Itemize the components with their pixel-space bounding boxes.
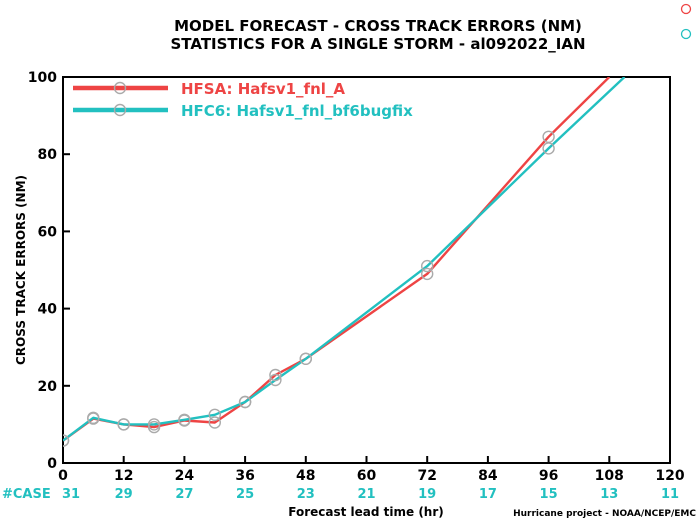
chart-subtitle: STATISTICS FOR A SINGLE STORM - al092022…	[171, 35, 586, 53]
y-tick-label: 60	[38, 224, 58, 240]
series-1-point	[208, 408, 222, 421]
top-marker-icon-hfsa	[680, 3, 692, 15]
series-0-point	[208, 416, 222, 429]
legend-label: HFC6: Hafsv1_fnl_bf6bugfix	[181, 102, 413, 120]
chart-title: MODEL FORECAST - CROSS TRACK ERRORS (NM)	[174, 17, 582, 35]
series-1-point	[63, 434, 70, 447]
legend-marker-icon	[113, 103, 127, 117]
series-0-point	[421, 267, 434, 281]
series-1-point	[542, 142, 555, 155]
y-tick-label: 0	[47, 456, 57, 472]
y-tick-label: 20	[38, 379, 58, 395]
x-tick-label: 12	[114, 468, 133, 484]
case-count: 23	[297, 487, 315, 502]
x-tick-label: 72	[417, 468, 436, 484]
x-tick-label: 36	[235, 468, 254, 484]
series-layer	[63, 77, 626, 447]
plot-frame	[62, 76, 671, 464]
y-tick-label: 100	[28, 70, 57, 86]
series-1-point	[421, 259, 434, 273]
y-tick-label: 40	[38, 302, 58, 318]
series-line-0	[63, 77, 611, 442]
legend-label: HFSA: Hafsv1_fnl_A	[181, 80, 345, 98]
x-axis-label: Forecast lead time (hr)	[288, 505, 444, 519]
x-tick-label: 24	[175, 468, 195, 484]
case-label: #CASE	[2, 487, 51, 502]
y-tick-label: 80	[38, 147, 58, 163]
case-count: 15	[540, 487, 558, 502]
y-axis: 0 20 40 60 80 100	[28, 70, 70, 472]
legend: HFSA: Hafsv1_fnl_A HFC6: Hafsv1_fnl_bf6bu…	[73, 80, 413, 120]
top-marker-icon-hfc6	[680, 28, 692, 40]
series-0-point	[269, 368, 282, 382]
x-tick-label: 0	[58, 468, 68, 484]
series-1-point	[238, 395, 252, 409]
credit-text: Hurricane project - NOAA/NCEP/EMC	[513, 509, 696, 519]
case-count: 29	[115, 487, 133, 502]
x-tick-label: 84	[478, 468, 498, 484]
x-tick-label: 108	[595, 468, 624, 484]
x-tick-label: 96	[539, 468, 558, 484]
case-count: 13	[600, 487, 618, 502]
series-1-point	[87, 411, 100, 424]
case-count: 27	[175, 487, 193, 502]
x-tick-label: 120	[655, 468, 684, 484]
legend-marker-icon	[113, 81, 127, 95]
case-count: 21	[357, 487, 375, 502]
series-1-point	[269, 373, 282, 387]
case-count: 31	[62, 487, 80, 502]
series-1-point	[299, 352, 312, 365]
case-count: 19	[418, 487, 436, 502]
x-tick-label: 48	[296, 468, 315, 484]
series-1-point	[178, 413, 191, 426]
series-line-1	[63, 77, 626, 442]
case-count: 11	[661, 487, 679, 502]
x-tick-label: 60	[357, 468, 377, 484]
series-1-point	[117, 418, 130, 431]
x-axis: 0 12 24 36 48 60 72 84 96 108 120	[58, 456, 685, 484]
case-count: 17	[479, 487, 497, 502]
series-1-point	[147, 418, 161, 431]
case-count: 25	[236, 487, 254, 502]
y-axis-label: CROSS TRACK ERRORS (NM)	[14, 175, 28, 365]
case-counts: #CASE 31 29 27 25 23 21 19 17 15 13 11	[2, 487, 679, 502]
